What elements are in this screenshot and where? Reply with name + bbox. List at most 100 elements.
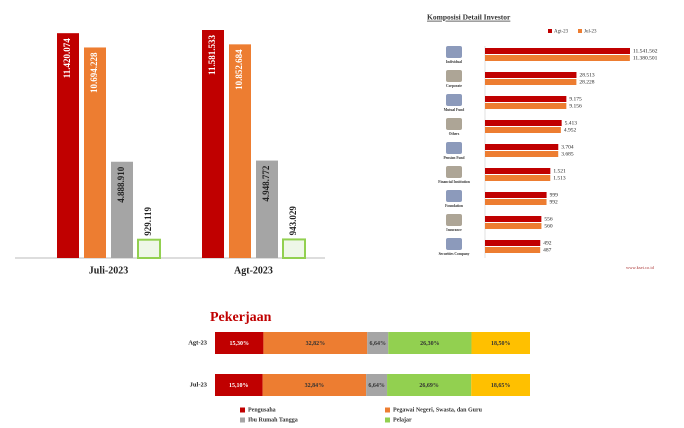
- segment-label: 18,50%: [491, 341, 511, 347]
- chart-title: Komposisi Detail Investor: [427, 13, 511, 22]
- bar: [282, 238, 306, 259]
- value-label: 487: [543, 247, 552, 253]
- bar: [202, 30, 224, 258]
- segment-label: 32,84%: [305, 383, 325, 389]
- category-label: Insurance: [446, 228, 462, 232]
- bar: [57, 33, 79, 259]
- bar: [485, 127, 561, 133]
- category-label: Mutual Fund: [444, 108, 464, 112]
- value-label: 11.541.562: [633, 48, 658, 54]
- segment: [215, 332, 264, 354]
- segment-label: 15,10%: [229, 383, 249, 389]
- value-label: 992: [550, 199, 559, 205]
- value-label: 1.521: [553, 168, 566, 174]
- legend-swatch: [385, 407, 390, 413]
- bar: [485, 120, 562, 126]
- bar: [485, 79, 577, 85]
- legend-label: Agt-23: [554, 30, 569, 35]
- segment: [367, 332, 389, 354]
- bar: [485, 175, 551, 181]
- segment: [262, 374, 367, 396]
- value-label: 1.513: [553, 175, 566, 181]
- bar: [485, 199, 547, 205]
- bar: [84, 47, 106, 258]
- icon: [446, 118, 462, 130]
- segment: [471, 332, 530, 354]
- icon: [446, 94, 462, 106]
- category-label: Jul-23: [190, 381, 208, 388]
- legend-swatch: [240, 417, 245, 423]
- icon: [446, 214, 462, 226]
- value-label: 492: [543, 240, 552, 246]
- value-label: 560: [544, 223, 553, 229]
- bar: [485, 72, 577, 78]
- legend-swatch: [240, 407, 245, 413]
- value-label: 4.952: [564, 127, 577, 133]
- legend-label: Pengusaha: [248, 407, 276, 413]
- legend-swatch: [548, 29, 552, 33]
- value-label: 28.228: [579, 79, 594, 85]
- icon: [446, 166, 462, 178]
- segment-label: 15,30%: [229, 341, 249, 347]
- value-label: 9.175: [569, 96, 582, 102]
- segment: [366, 374, 388, 396]
- bar: [485, 168, 551, 174]
- bar: [485, 103, 567, 109]
- category-label: Financial Institution: [438, 180, 469, 184]
- value-label: 943.029: [288, 206, 298, 236]
- value-label: 11.581.533: [207, 35, 217, 76]
- value-label: 11.380.501: [633, 55, 658, 61]
- legend-label: Jul-23: [584, 30, 597, 35]
- legend-swatch: [385, 417, 390, 423]
- icon: [446, 142, 462, 154]
- category-label: Pension Fund: [443, 156, 464, 160]
- legend-label: Pegawai Negeri, Swasta, dan Guru: [393, 407, 483, 413]
- category-label: Others: [449, 132, 460, 136]
- chart-title: Pekerjaan: [210, 310, 272, 325]
- segment: [388, 332, 472, 354]
- bar: [485, 216, 542, 222]
- value-label: 28.513: [579, 72, 594, 78]
- bar: [485, 151, 559, 157]
- value-label: 999: [550, 192, 559, 198]
- icon: [446, 190, 462, 202]
- legend-label: Ibu Rumah Tangga: [248, 417, 298, 423]
- bar: [111, 161, 133, 258]
- segment-label: 32,82%: [306, 341, 326, 347]
- bar: [485, 247, 541, 253]
- bar: [485, 192, 547, 198]
- value-label: 9.156: [569, 103, 582, 109]
- value-label: 10.852.684: [234, 49, 244, 90]
- value-label: 5.413: [565, 120, 578, 126]
- bar: [137, 238, 161, 260]
- value-label: 4.948.772: [261, 165, 271, 202]
- bar: [485, 144, 559, 150]
- legend-label: Pelajar: [393, 417, 412, 423]
- bar: [485, 55, 630, 61]
- bar: [485, 223, 542, 229]
- segment-label: 26,30%: [420, 341, 440, 347]
- segment-label: 6,64%: [370, 341, 387, 347]
- legend-swatch: [578, 29, 582, 33]
- segment: [215, 374, 263, 396]
- segment-label: 6,64%: [368, 383, 385, 389]
- icon: [446, 46, 462, 58]
- category-label: Securities Company: [439, 252, 470, 256]
- category-label: Agt-23: [188, 339, 208, 346]
- value-label: 4.888.910: [116, 166, 126, 203]
- bar: [229, 44, 251, 258]
- category-label: Corporate: [446, 84, 462, 88]
- value-label: 11.420.074: [62, 38, 72, 79]
- bar: [485, 96, 567, 102]
- value-label: 3.685: [561, 151, 574, 157]
- segment: [471, 374, 530, 396]
- value-label: 929.119: [143, 206, 153, 235]
- category-label: Foundation: [445, 204, 463, 208]
- icon: [446, 70, 462, 82]
- segment-label: 26,69%: [419, 383, 439, 389]
- segment: [387, 374, 472, 396]
- group-label: Juli-2023: [89, 265, 128, 276]
- segment-label: 18,65%: [491, 383, 511, 389]
